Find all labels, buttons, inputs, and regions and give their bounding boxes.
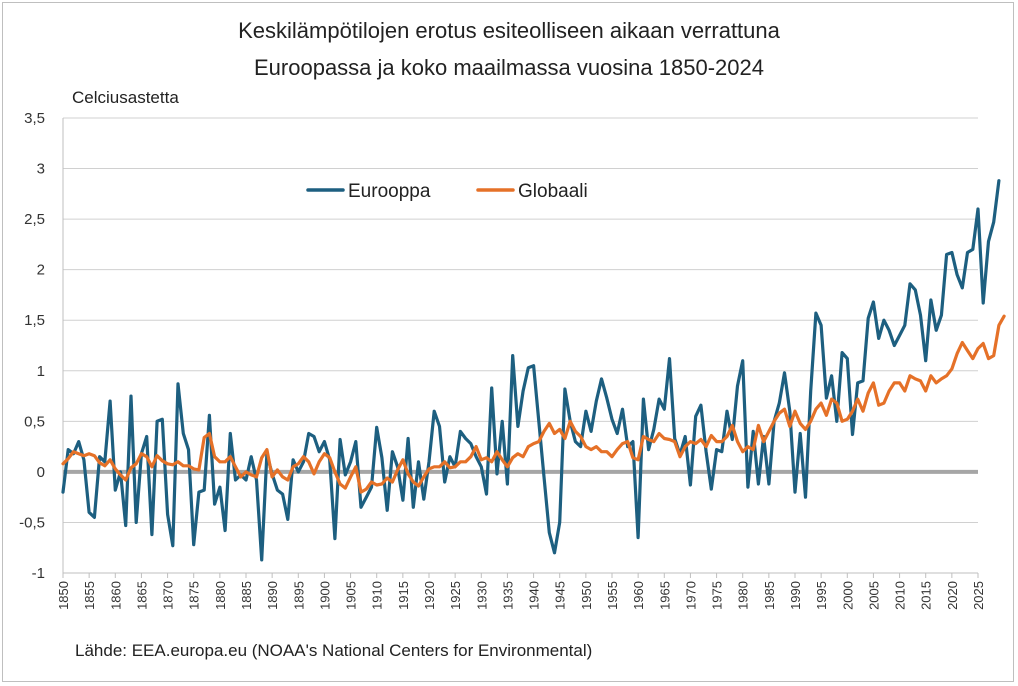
x-tick-label: 2000 xyxy=(840,581,855,610)
x-tick-label: 1870 xyxy=(161,581,176,610)
legend-global-label: Globaali xyxy=(518,181,588,202)
x-tick-label: 1905 xyxy=(344,581,359,610)
x-tick-label: 1980 xyxy=(736,581,751,610)
x-tick-label: 1985 xyxy=(762,581,777,610)
y-tick-label: 1,5 xyxy=(24,312,45,329)
x-tick-label: 1990 xyxy=(788,581,803,610)
x-tick-label: 1950 xyxy=(579,581,594,610)
x-tick-label: 1965 xyxy=(657,581,672,610)
x-tick-label: 1890 xyxy=(265,581,280,610)
x-tick-label: 1885 xyxy=(239,581,254,610)
source-note: Lähde: EEA.europa.eu (NOAA's National Ce… xyxy=(75,641,593,660)
y-tick-label: 1 xyxy=(37,363,45,380)
x-tick-label: 2005 xyxy=(866,581,881,610)
y-tick-label: -0,5 xyxy=(19,514,45,531)
x-tick-label: 1910 xyxy=(370,581,385,610)
chart-title-line2: Euroopassa ja koko maailmassa vuosina 18… xyxy=(254,55,764,80)
x-tick-label: 1935 xyxy=(500,581,515,610)
x-tick-label: 2010 xyxy=(893,581,908,610)
y-tick-label: 2 xyxy=(37,262,45,279)
x-tick-label: 1955 xyxy=(605,581,620,610)
x-tick-label: 1880 xyxy=(213,581,228,610)
series-line-europe xyxy=(61,179,1001,562)
x-tick-label: 1945 xyxy=(553,581,568,610)
legend-europe-label: Eurooppa xyxy=(348,181,431,202)
x-tick-label: 1940 xyxy=(527,581,542,610)
x-tick-label: 1915 xyxy=(396,581,411,610)
x-tick-label: 2025 xyxy=(971,581,986,610)
x-tick-label: 2015 xyxy=(919,581,934,610)
x-tick-label: 1970 xyxy=(683,581,698,610)
x-tick-label: 1995 xyxy=(814,581,829,610)
y-axis-label: Celciusastetta xyxy=(72,88,179,107)
series-line-global xyxy=(61,314,1006,494)
y-tick-label: 3 xyxy=(37,161,45,178)
x-tick-label: 1850 xyxy=(56,581,71,610)
x-tick-label: 1865 xyxy=(134,581,149,610)
y-tick-label: 0,5 xyxy=(24,413,45,430)
chart-title-line1: Keskilämpötilojen erotus esiteolliseen a… xyxy=(238,18,780,43)
x-tick-label: 1920 xyxy=(422,581,437,610)
x-tick-label: 2020 xyxy=(945,581,960,610)
x-tick-label: 1860 xyxy=(108,581,123,610)
x-tick-label: 1975 xyxy=(710,581,725,610)
y-tick-label: 2,5 xyxy=(24,211,45,228)
y-tick-label: 0 xyxy=(37,464,45,481)
y-tick-label: -1 xyxy=(32,565,45,582)
x-tick-label: 1855 xyxy=(82,581,97,610)
x-tick-label: 1875 xyxy=(187,581,202,610)
y-tick-label: 3,5 xyxy=(24,110,45,127)
x-tick-label: 1960 xyxy=(631,581,646,610)
x-tick-label: 1925 xyxy=(448,581,463,610)
x-tick-label: 1900 xyxy=(317,581,332,610)
x-tick-label: 1895 xyxy=(291,581,306,610)
x-tick-label: 1930 xyxy=(474,581,489,610)
